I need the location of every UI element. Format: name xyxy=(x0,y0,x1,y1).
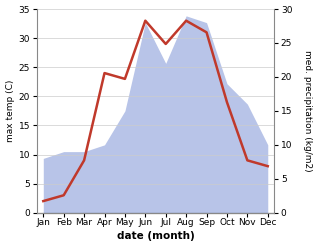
Y-axis label: max temp (C): max temp (C) xyxy=(5,80,15,142)
X-axis label: date (month): date (month) xyxy=(117,231,194,242)
Y-axis label: med. precipitation (kg/m2): med. precipitation (kg/m2) xyxy=(303,50,313,172)
